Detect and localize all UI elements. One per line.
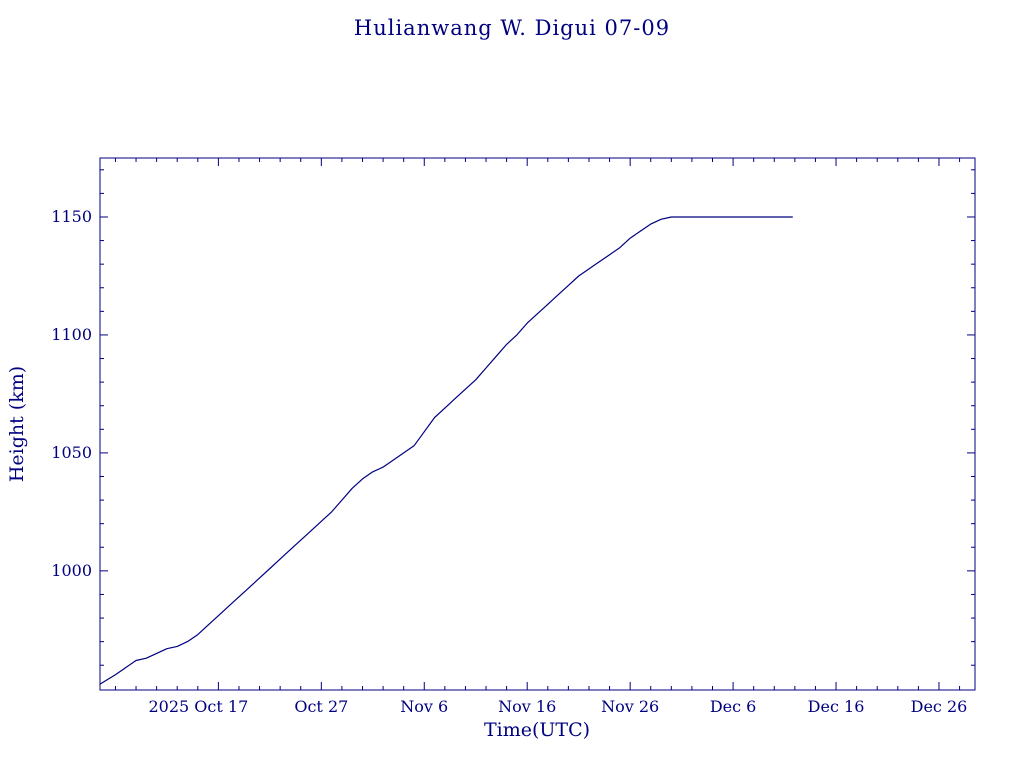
x-tick-label: 2025 Oct 17 (148, 697, 248, 716)
y-tick-label: 1050 (51, 443, 92, 462)
x-tick-label: Dec 26 (911, 697, 968, 716)
y-tick-label: 1000 (51, 561, 92, 580)
x-tick-label: Oct 27 (294, 697, 348, 716)
x-tick-label: Nov 16 (498, 697, 556, 716)
height-curve (99, 216, 793, 685)
chart-title: Hulianwang W. Digui 07-09 (353, 16, 671, 40)
x-tick-label: Nov 26 (601, 697, 659, 716)
axes-frame (99, 157, 976, 691)
y-tick-label: 1100 (51, 325, 92, 344)
x-tick-label: Dec 16 (808, 697, 865, 716)
x-axis-label: Time(UTC) (483, 719, 591, 741)
x-tick-label: Nov 6 (400, 697, 448, 716)
x-tick-label: Dec 6 (710, 697, 757, 716)
y-axis-label: Height (km) (6, 365, 28, 483)
y-tick-label: 1150 (51, 207, 92, 226)
